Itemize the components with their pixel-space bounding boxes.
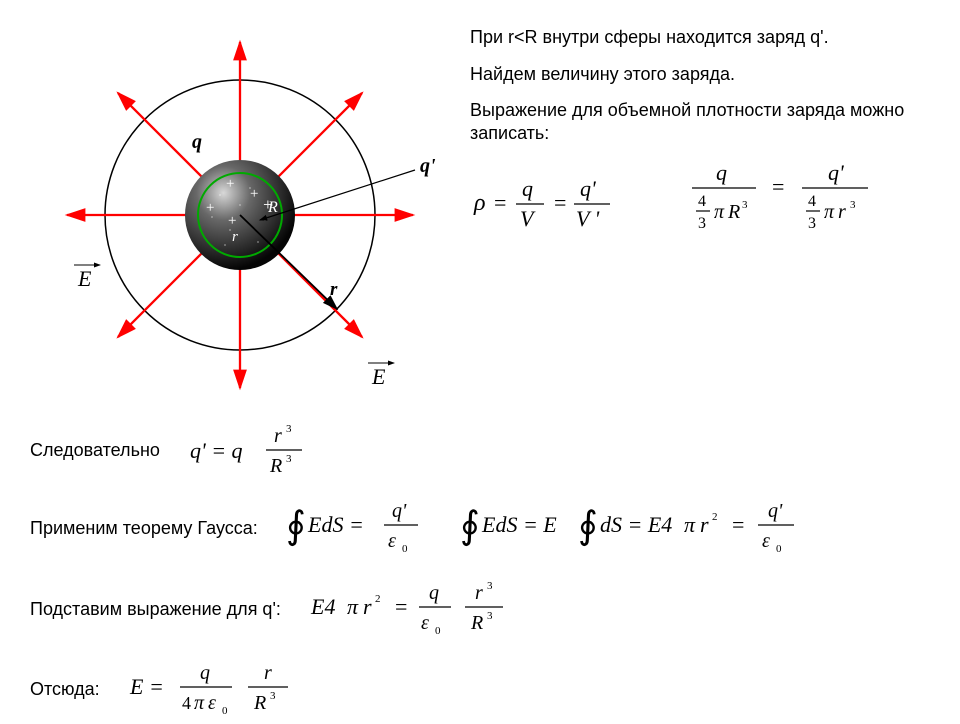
label-q: q (192, 131, 202, 153)
svg-text:3: 3 (286, 453, 292, 465)
text-result: Отсюда: (30, 679, 100, 700)
svg-text:=: = (554, 190, 566, 215)
svg-text:2: 2 (375, 593, 381, 605)
label-R-text: R (267, 199, 278, 216)
text-paragraph-2: Найдем величину этого заряда. (470, 63, 930, 86)
svg-text:ε: ε (421, 612, 429, 634)
svg-text:ρ: ρ (473, 190, 486, 216)
svg-text:q': q' (828, 160, 844, 185)
svg-text:∮: ∮ (286, 505, 306, 547)
svg-text:E: E (77, 266, 92, 291)
svg-text:+: + (228, 213, 236, 229)
svg-text:EdS =: EdS = (307, 512, 364, 537)
svg-text:3: 3 (850, 199, 856, 211)
svg-text:q' = q: q' = q (190, 438, 243, 463)
label-qprime: q' (420, 155, 436, 177)
formula-result: E = q 4 π ε 0 r R 3 (126, 654, 346, 724)
svg-text:π: π (684, 512, 696, 537)
svg-text:r: r (363, 594, 372, 619)
svg-text:π: π (714, 201, 725, 223)
formula-gauss-1: ∮ EdS = q' ε 0 (284, 492, 434, 564)
svg-text:r: r (838, 201, 846, 223)
svg-text:4: 4 (808, 193, 816, 210)
formula-rho: ρ = q V = q' V ' q 4 3 π (470, 158, 930, 248)
svg-text:r: r (274, 425, 282, 447)
label-r-inner: r (232, 229, 238, 245)
formula-qprime: q' = q r 3 R 3 (186, 418, 356, 482)
svg-text:π: π (824, 201, 835, 223)
text-paragraph-1: При r<R внутри сферы находится заряд q'. (470, 26, 930, 49)
svg-text:2: 2 (712, 511, 718, 523)
svg-text:0: 0 (776, 543, 782, 555)
svg-text:q: q (429, 582, 439, 604)
svg-text:E4: E4 (310, 594, 335, 619)
svg-text:q: q (522, 176, 533, 201)
svg-text:q: q (716, 160, 727, 185)
svg-text:R: R (253, 692, 266, 714)
svg-text:q': q' (768, 500, 783, 522)
svg-text:π: π (194, 692, 205, 714)
label-E-left: E (74, 265, 100, 291)
svg-text:q: q (200, 662, 210, 684)
svg-text:ε: ε (388, 530, 396, 552)
svg-text:=: = (494, 190, 506, 215)
svg-text:+: + (206, 200, 214, 216)
svg-text:+: + (250, 186, 258, 202)
svg-text:4: 4 (182, 693, 191, 713)
svg-text:∮: ∮ (578, 505, 598, 547)
svg-text:3: 3 (270, 690, 276, 702)
svg-text:q': q' (580, 176, 596, 201)
svg-text:0: 0 (402, 543, 408, 555)
svg-text:ε: ε (208, 692, 216, 714)
formula-gauss-2: ∮ EdS = E ∮ dS = E4 π r 2 = q' ε 0 (460, 492, 830, 564)
svg-text:R: R (470, 612, 483, 634)
sphere-diagram: + R + + + + r q q' r E (30, 20, 450, 410)
label-r-outer: r (330, 279, 338, 300)
svg-text:r: r (264, 662, 272, 684)
svg-text:dS = E4: dS = E4 (600, 512, 672, 537)
svg-text:R: R (269, 455, 282, 477)
svg-text:=: = (732, 512, 744, 537)
svg-text:3: 3 (808, 215, 816, 232)
svg-text:+: + (226, 176, 234, 192)
svg-text:r: r (700, 512, 709, 537)
svg-text:3: 3 (286, 423, 292, 435)
svg-text:∮: ∮ (460, 505, 480, 547)
svg-text:3: 3 (698, 215, 706, 232)
svg-text:V: V (520, 206, 536, 231)
label-E-bottom: E (368, 363, 394, 389)
text-subst: Подставим выражение для q': (30, 599, 281, 620)
formula-subst: E4 π r 2 = q ε 0 r 3 R 3 (307, 574, 567, 644)
svg-text:ε: ε (762, 530, 770, 552)
svg-text:3: 3 (742, 199, 748, 211)
svg-text:3: 3 (487, 580, 493, 592)
svg-text:q': q' (392, 500, 407, 522)
text-hence: Следовательно (30, 440, 160, 461)
svg-text:R: R (727, 201, 740, 223)
svg-text:=: = (395, 594, 407, 619)
svg-text:=: = (772, 174, 784, 199)
svg-text:r: r (475, 582, 483, 604)
svg-text:0: 0 (222, 705, 228, 717)
text-gauss: Применим теорему Гаусса: (30, 518, 258, 539)
svg-text:E: E (371, 364, 386, 389)
text-paragraph-3: Выражение для объемной плотности заряда … (470, 99, 930, 144)
svg-text:4: 4 (698, 193, 706, 210)
svg-text:π: π (347, 594, 359, 619)
svg-text:3: 3 (487, 610, 493, 622)
svg-text:0: 0 (435, 625, 441, 637)
svg-text:E =: E = (129, 674, 164, 699)
svg-text:EdS = E: EdS = E (481, 512, 557, 537)
svg-text:V ': V ' (576, 206, 600, 231)
